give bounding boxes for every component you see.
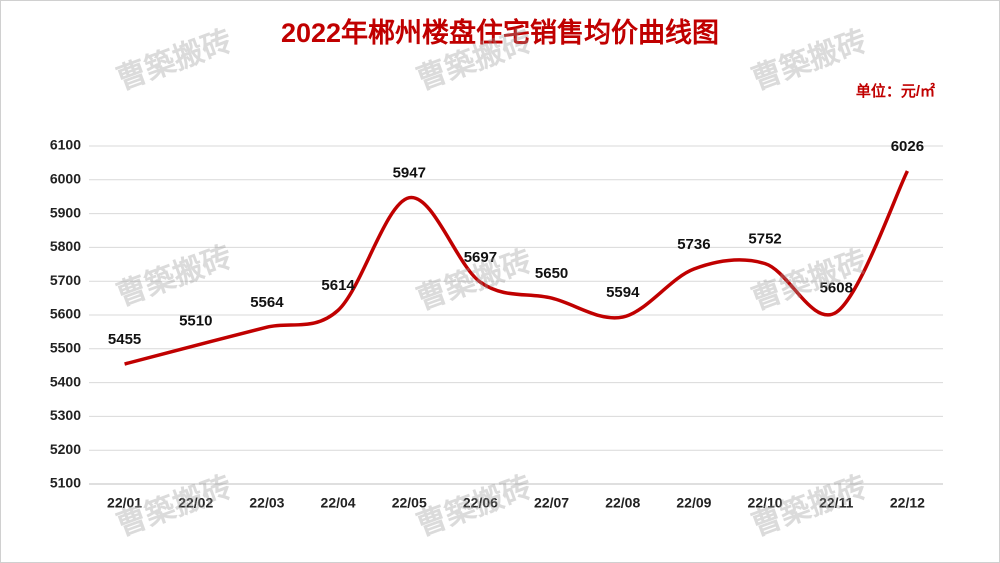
x-tick-label: 22/12 bbox=[890, 495, 925, 511]
x-tick-label: 22/06 bbox=[463, 495, 498, 511]
data-label: 5736 bbox=[677, 236, 710, 253]
x-tick-label: 22/01 bbox=[107, 495, 142, 511]
x-tick-label: 22/02 bbox=[178, 495, 213, 511]
x-tick-label: 22/05 bbox=[392, 495, 427, 511]
data-label: 5510 bbox=[179, 312, 212, 329]
line bbox=[124, 170, 909, 366]
data-label: 5650 bbox=[535, 265, 568, 282]
y-tick-label: 5600 bbox=[50, 306, 81, 322]
x-tick-label: 22/07 bbox=[534, 495, 569, 511]
y-tick-label: 5800 bbox=[50, 238, 81, 254]
x-tick-label: 22/10 bbox=[748, 495, 783, 511]
y-tick-label: 5100 bbox=[50, 475, 81, 491]
data-label: 5697 bbox=[464, 249, 497, 266]
x-tick-label: 22/08 bbox=[605, 495, 640, 511]
data-label: 5608 bbox=[820, 279, 853, 296]
x-tick-label: 22/04 bbox=[321, 495, 356, 511]
unit-label: 单位：元/㎡ bbox=[856, 82, 935, 100]
x-tick-label: 22/11 bbox=[819, 495, 853, 511]
y-tick-label: 5500 bbox=[50, 340, 81, 356]
data-label: 5614 bbox=[321, 277, 355, 294]
y-tick-label: 6100 bbox=[50, 137, 81, 153]
data-label: 5752 bbox=[748, 231, 781, 248]
y-tick-label: 5200 bbox=[50, 441, 81, 457]
data-label: 6026 bbox=[891, 138, 924, 155]
y-tick-label: 5900 bbox=[50, 204, 81, 220]
data-label: 5947 bbox=[393, 165, 426, 182]
y-tick-label: 5400 bbox=[50, 373, 81, 389]
chart-title: 2022年郴州楼盘住宅销售均价曲线图 bbox=[281, 17, 719, 48]
plot-area: 5100 5200 5300 5400 5500 5600 5700 5800 5900 6000… bbox=[50, 137, 943, 511]
x-tick-label: 22/09 bbox=[676, 495, 711, 511]
x-tick-label: 22/03 bbox=[249, 495, 284, 511]
y-tick-label: 5700 bbox=[50, 272, 81, 288]
y-tick-label: 5300 bbox=[50, 407, 81, 423]
data-label: 5564 bbox=[250, 294, 284, 311]
y-tick-label: 6000 bbox=[50, 171, 81, 187]
data-label: 5455 bbox=[108, 331, 141, 348]
data-label: 5594 bbox=[606, 284, 640, 301]
